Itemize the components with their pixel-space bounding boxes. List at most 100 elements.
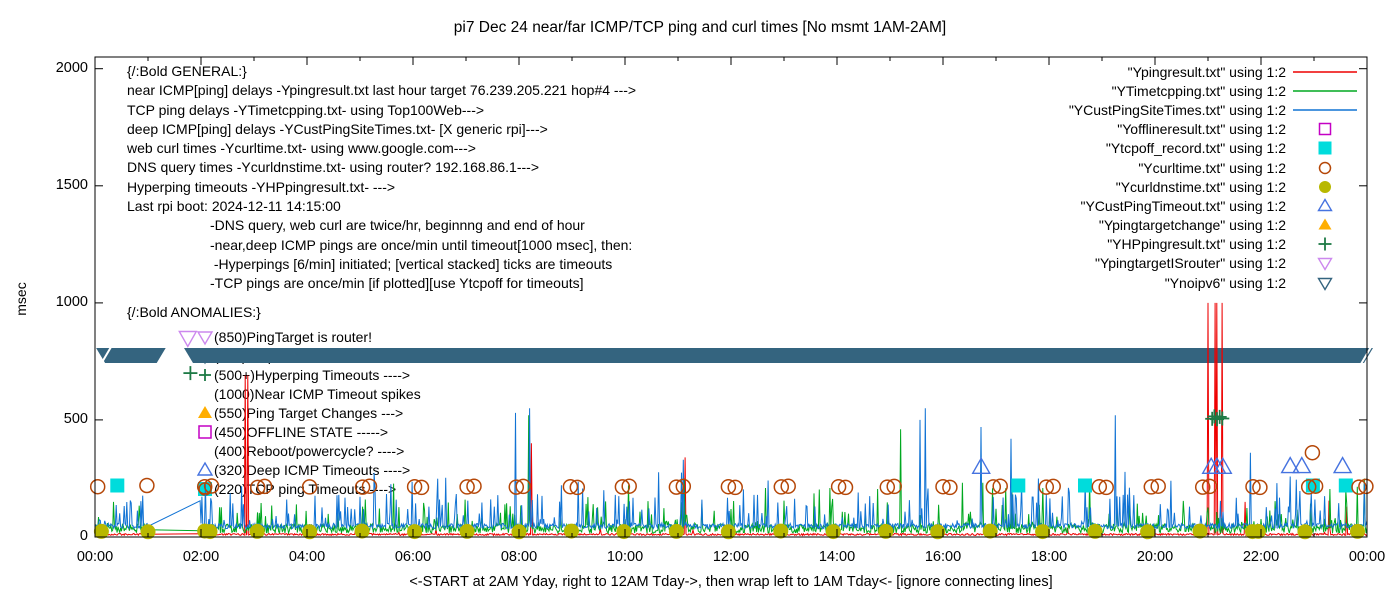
- anomaly-item: (450)OFFLINE STATE ----->: [196, 423, 388, 442]
- annotation-line: near ICMP[ping] delays -Ypingresult.txt …: [127, 82, 637, 99]
- chart-title: pi7 Dec 24 near/far ICMP/TCP ping and cu…: [453, 19, 947, 36]
- anomaly-text: (775)Noipv6 fallback used --->: [214, 347, 402, 364]
- anomaly-item: (550)Ping Target Changes --->: [196, 404, 403, 423]
- square-fill-circle-icon: [196, 480, 214, 498]
- anomaly-text: (550)Ping Target Changes --->: [214, 404, 404, 421]
- anomaly-item: (775)Noipv6 fallback used --->: [196, 347, 402, 366]
- legend-entry-offline: "Yofflineresult.txt" using 1:2: [1069, 120, 1362, 139]
- legend-circle-fill-icon: [1292, 179, 1362, 195]
- x-tick-label: 18:00: [1030, 549, 1068, 565]
- x-tick-label: 16:00: [924, 549, 962, 565]
- legend-circle-open-icon: [1292, 160, 1362, 176]
- legend-label: "YCustPingTimeout.txt" using 1:2: [1080, 197, 1286, 214]
- annotation-line: web curl times -Ycurltime.txt- using www…: [127, 140, 476, 157]
- anomaly-item: (400)Reboot/powercycle? ---->: [196, 442, 404, 461]
- legend-entry-ping: "Ypingresult.txt" using 1:2: [1069, 62, 1362, 81]
- legend-label: "Ypingtargetchange" using 1:2: [1098, 217, 1286, 234]
- legend-line-sample: [1292, 83, 1362, 99]
- legend-line-sample: [1292, 102, 1362, 118]
- legend-label: "YpingtargetISrouter" using 1:2: [1094, 255, 1286, 272]
- x-tick-label: 10:00: [606, 549, 644, 565]
- legend-entry-tcpoff: "Ytcpoff_record.txt" using 1:2: [1069, 139, 1362, 158]
- legend-entry-curldns: "Ycurldnstime.txt" using 1:2: [1069, 177, 1362, 196]
- y-tick-label: 1500: [55, 176, 88, 193]
- y-axis-label: msec: [13, 282, 29, 316]
- y-tick-label: 2000: [55, 59, 88, 76]
- x-tick-label: 12:00: [712, 549, 750, 565]
- y-tick-label: 0: [79, 528, 88, 544]
- legend-label: "Yofflineresult.txt" using 1:2: [1117, 121, 1286, 138]
- x-tick-label: 00:00: [1348, 549, 1386, 565]
- anomaly-item: (320)Deep ICMP Timeouts ---->: [196, 461, 410, 480]
- annotation-line: TCP ping delays -YTimetcpping.txt- using…: [127, 101, 485, 118]
- anomaly-item: (220)TCP ping Timeouts ---->: [196, 480, 396, 499]
- anomalies-header: {/:Bold ANOMALIES:}: [127, 304, 261, 320]
- triangle-up-open-icon: [196, 461, 214, 479]
- legend-entry-targetchange: "Ypingtargetchange" using 1:2: [1069, 216, 1362, 235]
- legend-label: "Ycurltime.txt" using 1:2: [1138, 159, 1286, 176]
- anomaly-text: (1000)Near ICMP Timeout spikes: [214, 385, 421, 402]
- anomaly-text: (850)PingTarget is router!: [214, 328, 372, 345]
- legend-plus-icon: [1292, 236, 1362, 252]
- legend-label: "Ypingresult.txt" using 1:2: [1127, 63, 1286, 80]
- annotation-line: deep ICMP[ping] delays -YCustPingSiteTim…: [127, 120, 548, 137]
- anomaly-item: (500+)Hyperping Timeouts ---->: [196, 366, 410, 385]
- legend-square-fill-icon: [1292, 140, 1362, 156]
- annotation-line: Last rpi boot: 2024-12-11 14:15:00: [127, 198, 341, 215]
- x-tick-label: 20:00: [1136, 549, 1174, 565]
- anomaly-text: (500+)Hyperping Timeouts ---->: [214, 366, 411, 383]
- x-tick-label: 02:00: [182, 549, 220, 565]
- legend-entry-curl: "Ycurltime.txt" using 1:2: [1069, 158, 1362, 177]
- legend: "Ypingresult.txt" using 1:2 "YTimetcpping…: [1069, 62, 1362, 292]
- legend-label: "YTimetcpping.txt" using 1:2: [1111, 82, 1286, 99]
- y-tick-label: 1000: [55, 293, 88, 310]
- x-tick-label: 14:00: [818, 549, 856, 565]
- legend-entry-custtimeout: "YCustPingTimeout.txt" using 1:2: [1069, 196, 1362, 215]
- anomaly-item: (850)PingTarget is router!: [196, 328, 372, 347]
- annotation-line: Hyperping timeouts -YHPpingresult.txt- -…: [127, 178, 396, 195]
- x-tick-label: 06:00: [394, 549, 432, 565]
- legend-triangle-down-open-icon: [1292, 275, 1362, 291]
- spacer: [196, 385, 214, 403]
- legend-triangle-up-fill-icon: [1292, 217, 1362, 233]
- triangle-up-fill-icon: [196, 404, 214, 422]
- x-tick-label: 00:00: [76, 549, 114, 565]
- anomaly-text: (320)Deep ICMP Timeouts ---->: [214, 461, 411, 478]
- anomaly-item: (1000)Near ICMP Timeout spikes: [196, 385, 421, 404]
- annotation-line: DNS query times -Ycurldnstime.txt- using…: [127, 159, 540, 176]
- legend-entry-tcpping: "YTimetcpping.txt" using 1:2: [1069, 81, 1362, 100]
- annotation-line: -Hyperpings [6/min] initiated; [vertical…: [210, 255, 613, 272]
- legend-label: "Ynoipv6" using 1:2: [1164, 274, 1286, 291]
- square-open-icon: [196, 423, 214, 441]
- legend-entry-custping: "YCustPingSiteTimes.txt" using 1:2: [1069, 100, 1362, 119]
- anomaly-text: (220)TCP ping Timeouts ---->: [214, 480, 397, 497]
- x-tick-label: 22:00: [1242, 549, 1280, 565]
- legend-triangle-down-open-icon: [1292, 255, 1362, 272]
- anomaly-text: (450)OFFLINE STATE ----->: [214, 423, 389, 440]
- x-tick-label: 08:00: [500, 549, 538, 565]
- x-tick-label: 04:00: [288, 549, 326, 565]
- legend-square-open-icon: [1292, 121, 1362, 137]
- legend-line-sample: [1292, 64, 1362, 80]
- annotation-line: -near,deep ICMP pings are once/min until…: [210, 236, 633, 253]
- triangle-down-open-icon: [196, 328, 214, 346]
- legend-label: "Ycurldnstime.txt" using 1:2: [1115, 178, 1286, 195]
- annotation-line: {/:Bold GENERAL:}: [127, 63, 247, 79]
- legend-label: "YHPpingresult.txt" using 1:2: [1107, 236, 1286, 253]
- legend-triangle-up-open-icon: [1292, 198, 1362, 214]
- spacer: [196, 442, 214, 460]
- general-annotation-block: {/:Bold GENERAL:} near ICMP[ping] delays …: [127, 62, 636, 294]
- annotation-line: -TCP pings are once/min [if plotted][use…: [210, 275, 584, 292]
- triangle-down-open-icon: [196, 347, 214, 365]
- plus-icon: [196, 366, 214, 384]
- annotation-line: -DNS query, web curl are twice/hr, begin…: [210, 217, 585, 234]
- legend-entry-noipv6: "Ynoipv6" using 1:2: [1069, 273, 1362, 292]
- anomaly-text: (400)Reboot/powercycle? ---->: [214, 442, 405, 459]
- legend-entry-hp: "YHPpingresult.txt" using 1:2: [1069, 235, 1362, 254]
- x-axis-caption: <-START at 2AM Yday, right to 12AM Tday-…: [409, 574, 1053, 590]
- legend-entry-isrouter: "YpingtargetISrouter" using 1:2: [1069, 254, 1362, 273]
- legend-label: "YCustPingSiteTimes.txt" using 1:2: [1068, 101, 1286, 118]
- y-tick-label: 500: [63, 410, 88, 427]
